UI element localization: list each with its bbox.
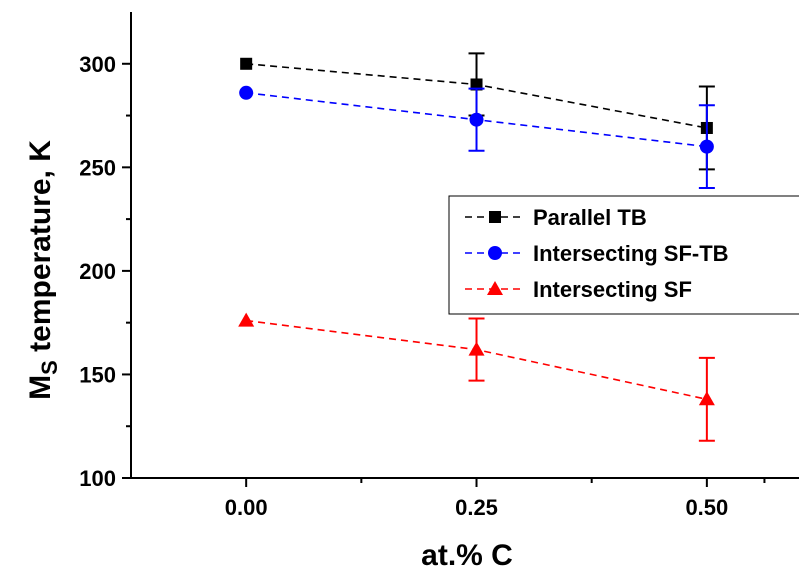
x-tick-label: 0.50 [685, 495, 728, 520]
data-point [470, 78, 483, 91]
x-axis-title: at.% C [421, 539, 513, 572]
legend-item: Parallel TB [465, 205, 647, 230]
x-axis-ticks: 0.00 0.25 0.50 [225, 478, 766, 520]
legend-item: Intersecting SF-TB [465, 241, 729, 266]
series-3 [238, 312, 715, 442]
y-axis-title-sub: S [37, 360, 62, 375]
legend-marker [487, 281, 503, 295]
data-point [698, 391, 715, 406]
legend-label: Intersecting SF [533, 277, 692, 302]
series-2 [239, 85, 715, 190]
y-axis-title-rest: temperature, K [24, 140, 57, 360]
legend-label: Parallel TB [533, 205, 647, 230]
data-point [469, 112, 484, 127]
legend-box [448, 195, 799, 315]
y-axis-title: MS temperature, K [24, 140, 62, 400]
legend-item: Intersecting SF [465, 277, 692, 302]
y-tick-label: 100 [79, 466, 116, 491]
legend: Parallel TB Intersecting SF-TB Intersectin… [448, 195, 799, 315]
y-tick-label: 150 [79, 362, 116, 387]
legend-marker [489, 211, 501, 223]
y-tick-label: 300 [79, 52, 116, 77]
y-axis-title-main: M [24, 375, 57, 400]
data-point [239, 85, 254, 100]
y-tick-label: 250 [79, 155, 116, 180]
x-tick-label: 0.25 [455, 495, 498, 520]
data-point [468, 341, 485, 356]
y-axis-ticks: 100 150 200 250 300 [79, 52, 131, 491]
y-tick-label: 200 [79, 259, 116, 284]
plot-area [130, 12, 799, 479]
series-layer [238, 52, 715, 442]
data-point [238, 312, 255, 327]
legend-marker [488, 246, 502, 260]
legend-label: Intersecting SF-TB [533, 241, 729, 266]
data-point [240, 57, 253, 70]
data-point [699, 139, 714, 154]
x-tick-label: 0.00 [225, 495, 268, 520]
